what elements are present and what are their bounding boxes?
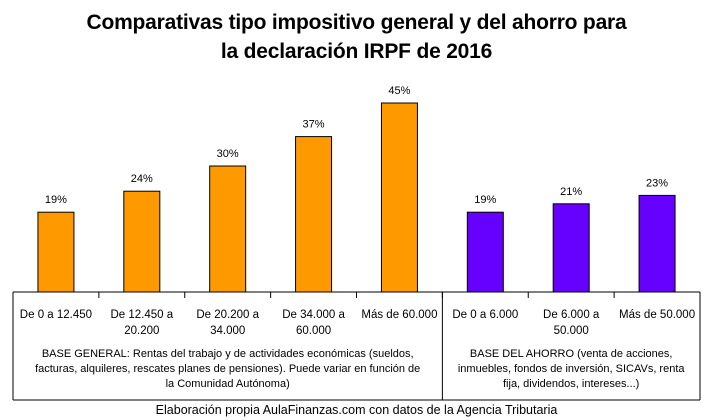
bars-layer: 19% 24% 30% 37% 45% 19% 21% 23%	[37, 85, 676, 293]
category-label-4: De 34.000 a	[282, 309, 345, 321]
value-label-7: 21%	[560, 186, 582, 198]
bar-5	[380, 102, 418, 293]
category-label-7: 50.000	[554, 325, 589, 337]
category-label-4: 60.000	[296, 325, 331, 337]
value-label-6: 19%	[474, 194, 496, 206]
category-label-8: Más de 50.000	[619, 309, 695, 321]
value-label-2: 24%	[131, 173, 153, 185]
value-label-8: 23%	[646, 177, 668, 189]
chart-title-line-1: Comparativas tipo impositivo general y d…	[86, 11, 627, 34]
group-note-1: la Comunidad Autónoma)	[166, 378, 290, 390]
category-label-3: De 20.200 a	[196, 309, 259, 321]
bar-4	[295, 136, 333, 293]
bar-7	[552, 203, 590, 293]
bar-6	[466, 211, 504, 293]
group-note-2: fija, dividendos, intereses...)	[503, 378, 639, 390]
chart-title-line-2: la declaración IRPF de 2016	[220, 40, 493, 63]
group-note-2: BASE DEL AHORRO (venta de acciones,	[470, 348, 673, 360]
bar-3	[209, 165, 247, 293]
source-footer: Elaboración propia AulaFinanzas.com con …	[155, 403, 558, 417]
value-label-4: 37%	[303, 119, 325, 131]
category-label-5: Más de 60.000	[361, 309, 437, 321]
value-label-5: 45%	[388, 85, 410, 97]
group-note-1: BASE GENERAL: Rentas del trabajo y de ac…	[42, 348, 414, 360]
bar-2	[123, 190, 161, 293]
group-note-2: inmuebles, fondos de inversión, SICAVs, …	[458, 363, 686, 375]
category-label-2: 20.200	[124, 325, 159, 337]
category-label-2: De 12.450 a	[110, 309, 173, 321]
bar-1	[37, 211, 75, 293]
category-label-3: 34.000	[210, 325, 245, 337]
category-label-7: De 6.000 a	[543, 309, 600, 321]
value-label-3: 30%	[217, 148, 239, 160]
category-label-6: De 0 a 6.000	[452, 309, 518, 321]
category-table: De 0 a 12.450 De 12.450 a 20.200 De 20.200 …	[12, 291, 701, 401]
category-label-1: De 0 a 12.450	[20, 309, 92, 321]
bar-8	[638, 194, 676, 293]
group-note-1: facturas, alquileres, rescates planes de…	[35, 363, 420, 375]
value-label-1: 19%	[45, 194, 67, 206]
chart-title: Comparativas tipo impositivo general y d…	[0, 8, 713, 66]
